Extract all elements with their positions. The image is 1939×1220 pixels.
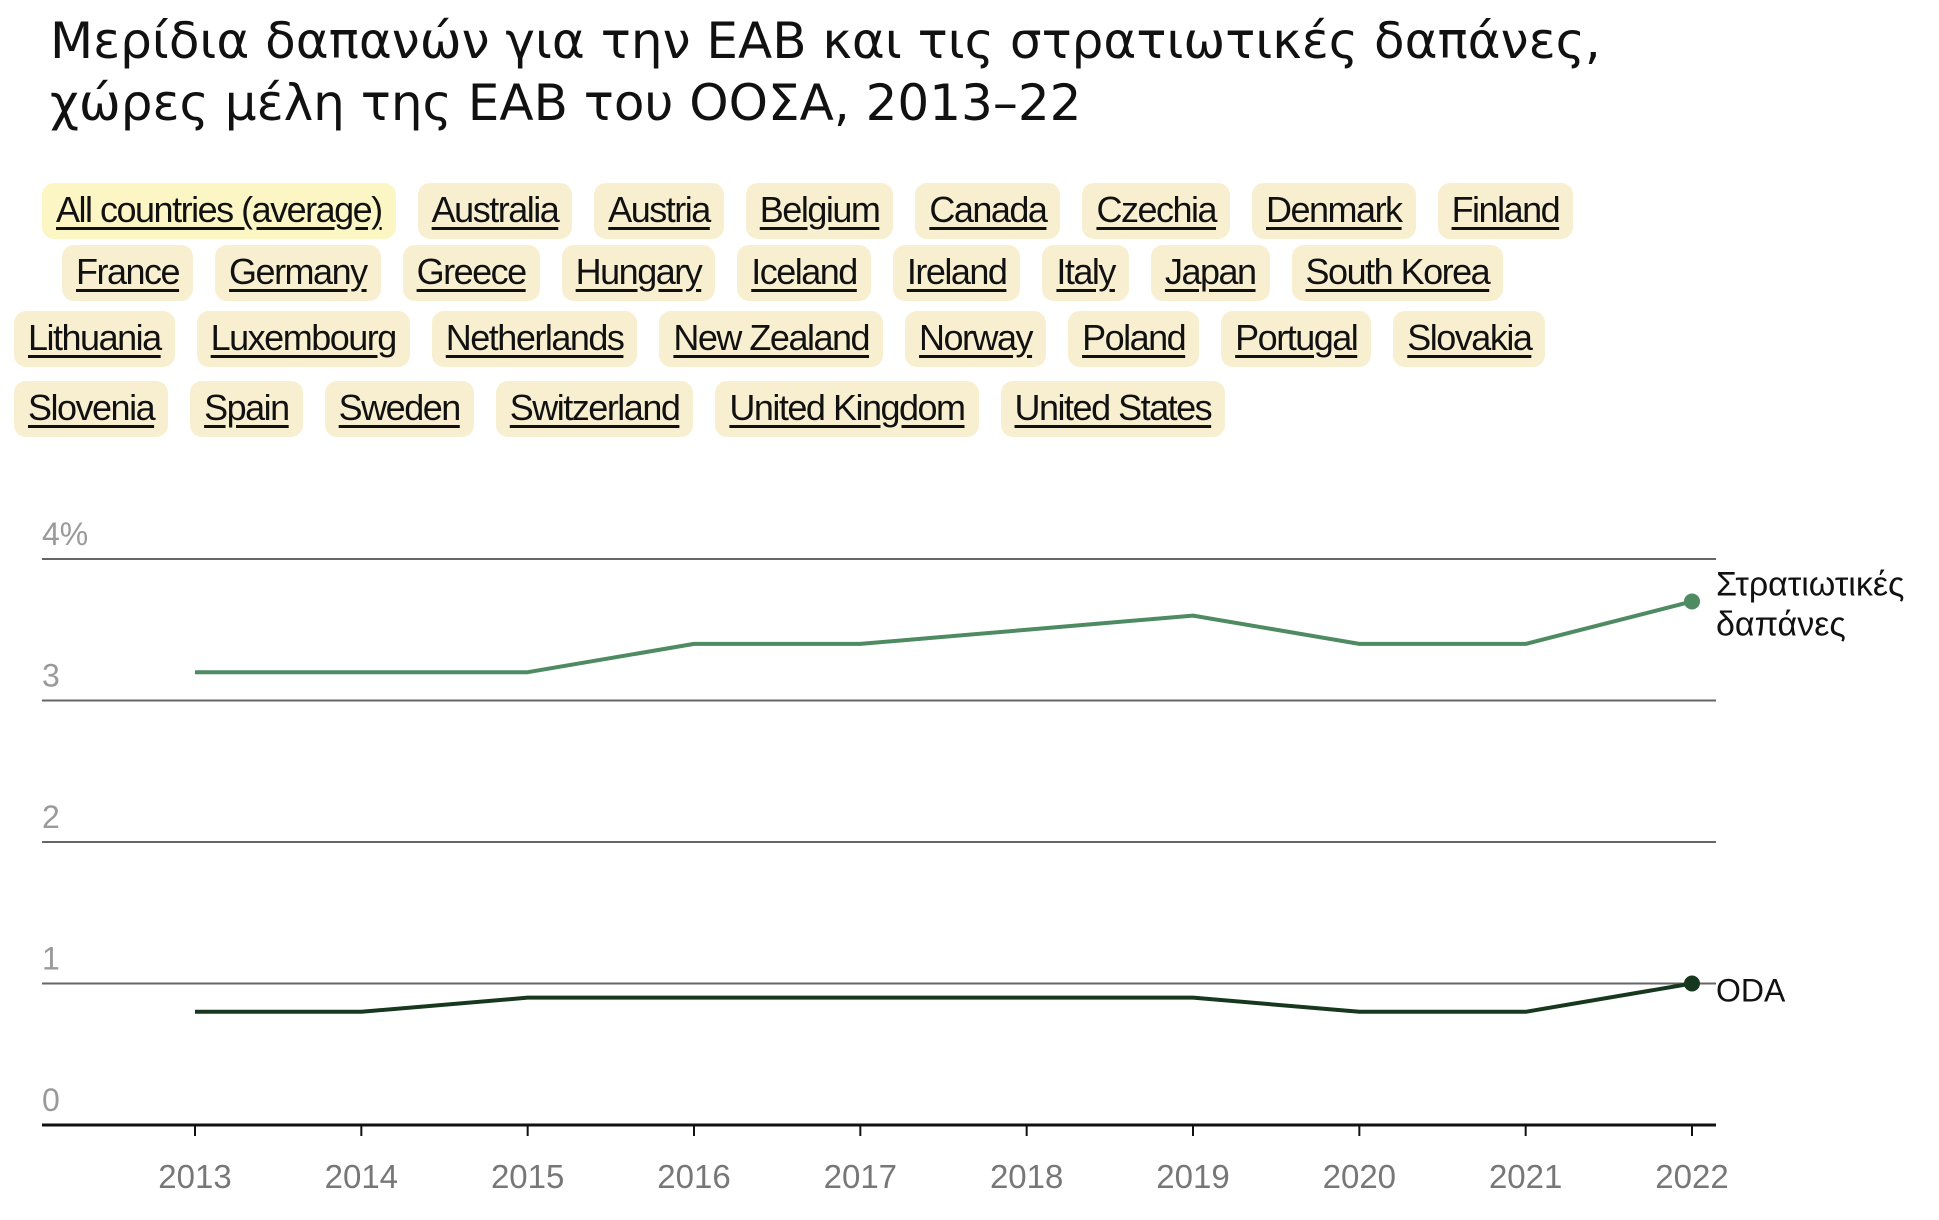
tab-slovakia[interactable]: Slovakia bbox=[1393, 311, 1546, 367]
tab-hungary[interactable]: Hungary bbox=[561, 245, 716, 301]
tab-spain[interactable]: Spain bbox=[190, 381, 303, 437]
tab-lithuania[interactable]: Lithuania bbox=[14, 311, 175, 367]
tab-belgium[interactable]: Belgium bbox=[745, 183, 894, 239]
tab-slovenia[interactable]: Slovenia bbox=[14, 381, 169, 437]
x-tick-label: 2020 bbox=[1323, 1158, 1396, 1195]
x-tick-label: 2015 bbox=[491, 1158, 564, 1195]
x-tick-label: 2016 bbox=[657, 1158, 730, 1195]
tab-united-states[interactable]: United States bbox=[1000, 381, 1226, 437]
tab-switzerland[interactable]: Switzerland bbox=[495, 381, 694, 437]
tab-sweden[interactable]: Sweden bbox=[324, 381, 474, 437]
tab-greece[interactable]: Greece bbox=[402, 245, 540, 301]
series-label: ODA bbox=[1716, 973, 1786, 1009]
tab-germany[interactable]: Germany bbox=[215, 245, 381, 301]
end-point-marker bbox=[1684, 593, 1700, 610]
y-tick-label: 2 bbox=[42, 799, 60, 835]
tab-norway[interactable]: Norway bbox=[905, 311, 1047, 367]
tab-japan[interactable]: Japan bbox=[1150, 245, 1270, 301]
tab-iceland[interactable]: Iceland bbox=[737, 245, 871, 301]
title-line-1: Μερίδια δαπανών για την ΕΑΒ και τις στρα… bbox=[50, 12, 1601, 70]
tab-austria[interactable]: Austria bbox=[594, 183, 724, 239]
tab-row: Slovenia Spain Sweden Switzerland United Kin… bbox=[0, 376, 1939, 442]
x-tick-label: 2022 bbox=[1655, 1158, 1728, 1195]
tab-netherlands[interactable]: Netherlands bbox=[431, 311, 638, 367]
x-tick-label: 2018 bbox=[990, 1158, 1063, 1195]
x-tick-label: 2019 bbox=[1156, 1158, 1229, 1195]
tab-united-kingdom[interactable]: United Kingdom bbox=[715, 381, 979, 437]
tab-portugal[interactable]: Portugal bbox=[1221, 311, 1372, 367]
country-tabs: All countries (average) Australia Austria B… bbox=[0, 182, 1939, 446]
tab-row: All countries (average) Australia Austria B… bbox=[0, 182, 1939, 240]
x-tick-label: 2017 bbox=[824, 1158, 897, 1195]
series-label: δαπάνες bbox=[1716, 605, 1846, 643]
tab-czechia[interactable]: Czechia bbox=[1082, 183, 1231, 239]
y-tick-label: 3 bbox=[42, 658, 60, 694]
chart-title: Μερίδια δαπανών για την ΕΑΒ και τις στρα… bbox=[50, 10, 1601, 134]
tab-luxembourg[interactable]: Luxembourg bbox=[196, 311, 410, 367]
x-tick-label: 2021 bbox=[1489, 1158, 1562, 1195]
tab-new-zealand[interactable]: New Zealand bbox=[659, 311, 884, 367]
oda-line bbox=[195, 981, 1693, 1014]
x-tick-label: 2013 bbox=[158, 1158, 231, 1195]
tab-south-korea[interactable]: South Korea bbox=[1291, 245, 1504, 301]
tab-row: Lithuania Luxembourg Netherlands New Zealan… bbox=[0, 306, 1939, 372]
military-spending-line bbox=[195, 599, 1693, 675]
tab-row: France Germany Greece Hungary Iceland Ireland… bbox=[0, 244, 1939, 302]
y-tick-label: 0 bbox=[42, 1082, 60, 1118]
tab-poland[interactable]: Poland bbox=[1068, 311, 1200, 367]
y-tick-label: 1 bbox=[42, 941, 60, 977]
x-tick-label: 2014 bbox=[325, 1158, 398, 1195]
tab-australia[interactable]: Australia bbox=[417, 183, 573, 239]
series-label: Στρατιωτικές bbox=[1716, 565, 1904, 603]
end-point-marker bbox=[1684, 975, 1700, 992]
tab-ireland[interactable]: Ireland bbox=[892, 245, 1021, 301]
y-tick-label: 4% bbox=[42, 516, 88, 552]
tab-france[interactable]: France bbox=[62, 245, 194, 301]
tab-finland[interactable]: Finland bbox=[1437, 183, 1574, 239]
tab-all-countries-average[interactable]: All countries (average) bbox=[42, 183, 396, 239]
tab-denmark[interactable]: Denmark bbox=[1252, 183, 1416, 239]
title-line-2: χώρες μέλη της ΕΑΒ του ΟΟΣΑ, 2013–22 bbox=[50, 74, 1082, 132]
tab-italy[interactable]: Italy bbox=[1042, 245, 1129, 301]
tab-canada[interactable]: Canada bbox=[915, 183, 1061, 239]
